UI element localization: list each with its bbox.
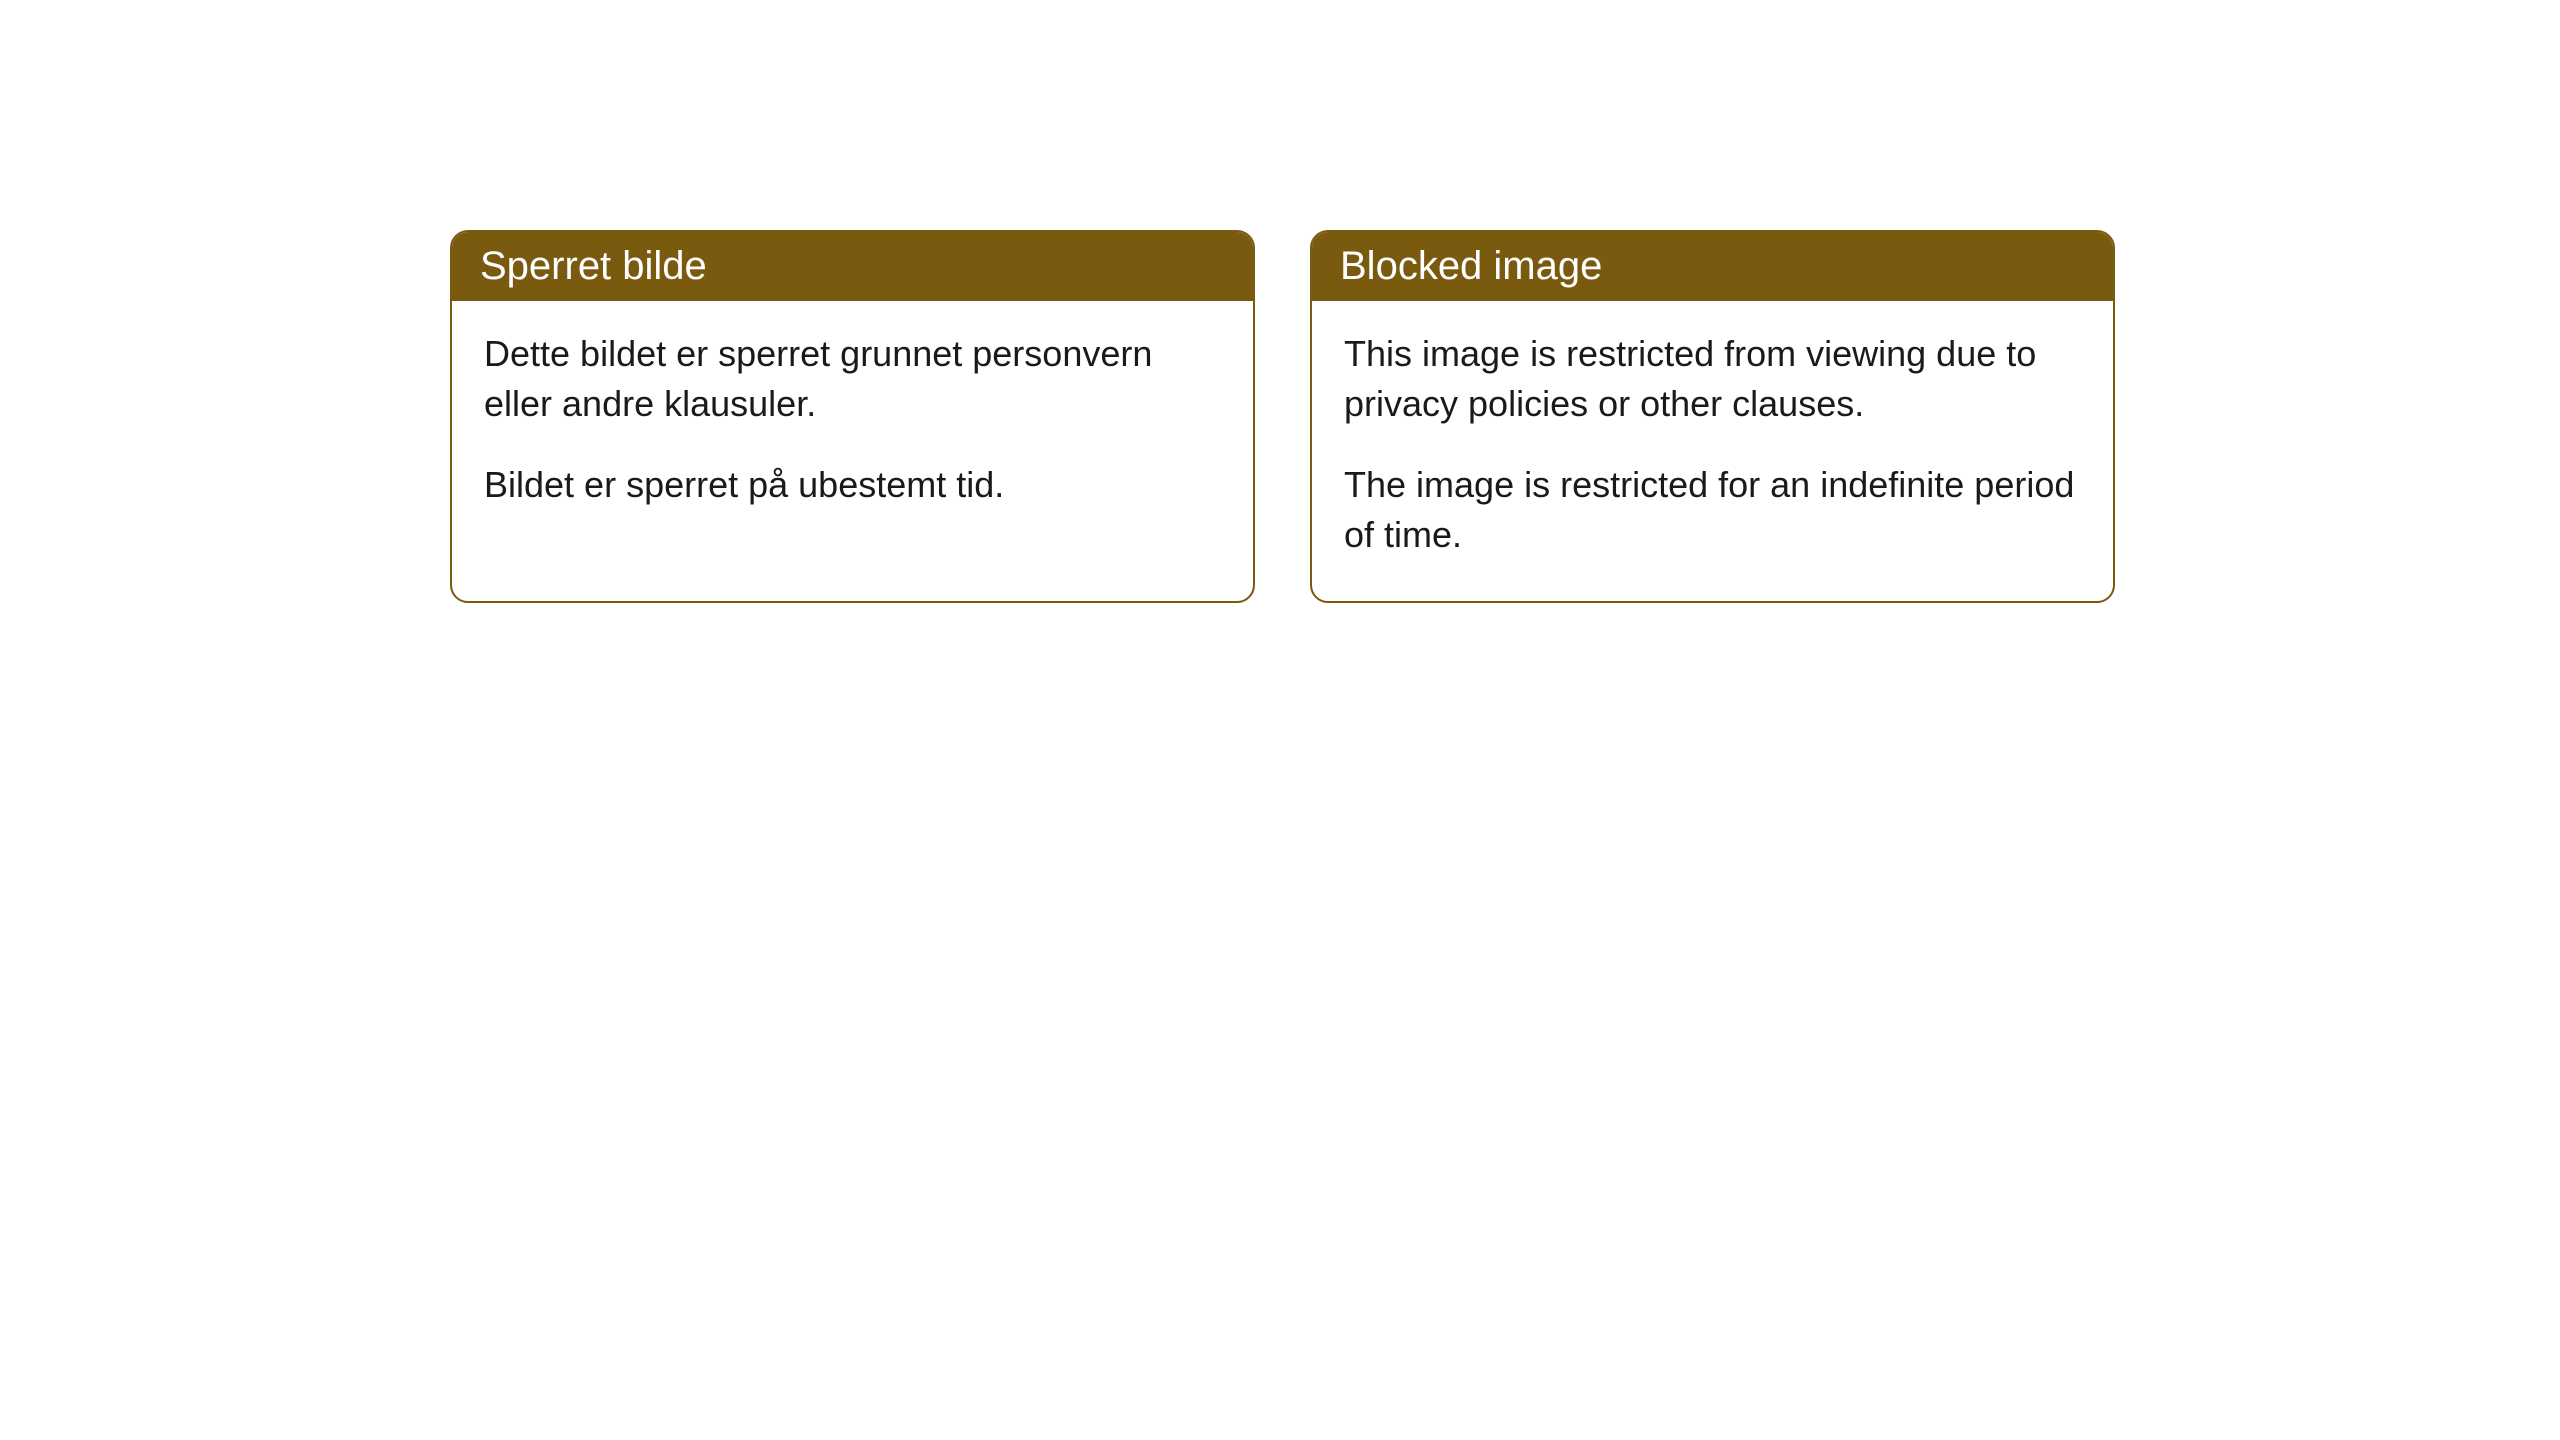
card-body-norwegian: Dette bildet er sperret grunnet personve… <box>452 301 1253 550</box>
card-title-english: Blocked image <box>1340 244 1602 288</box>
card-body-english: This image is restricted from viewing du… <box>1312 301 2113 601</box>
card-title-norwegian: Sperret bilde <box>480 244 707 288</box>
card-norwegian: Sperret bilde Dette bildet er sperret gr… <box>450 230 1255 603</box>
card-header-english: Blocked image <box>1312 232 2113 301</box>
cards-container: Sperret bilde Dette bildet er sperret gr… <box>450 230 2115 603</box>
card-english: Blocked image This image is restricted f… <box>1310 230 2115 603</box>
card-paragraph: The image is restricted for an indefinit… <box>1344 460 2081 561</box>
card-paragraph: Bildet er sperret på ubestemt tid. <box>484 460 1221 510</box>
card-paragraph: Dette bildet er sperret grunnet personve… <box>484 329 1221 430</box>
card-header-norwegian: Sperret bilde <box>452 232 1253 301</box>
card-paragraph: This image is restricted from viewing du… <box>1344 329 2081 430</box>
